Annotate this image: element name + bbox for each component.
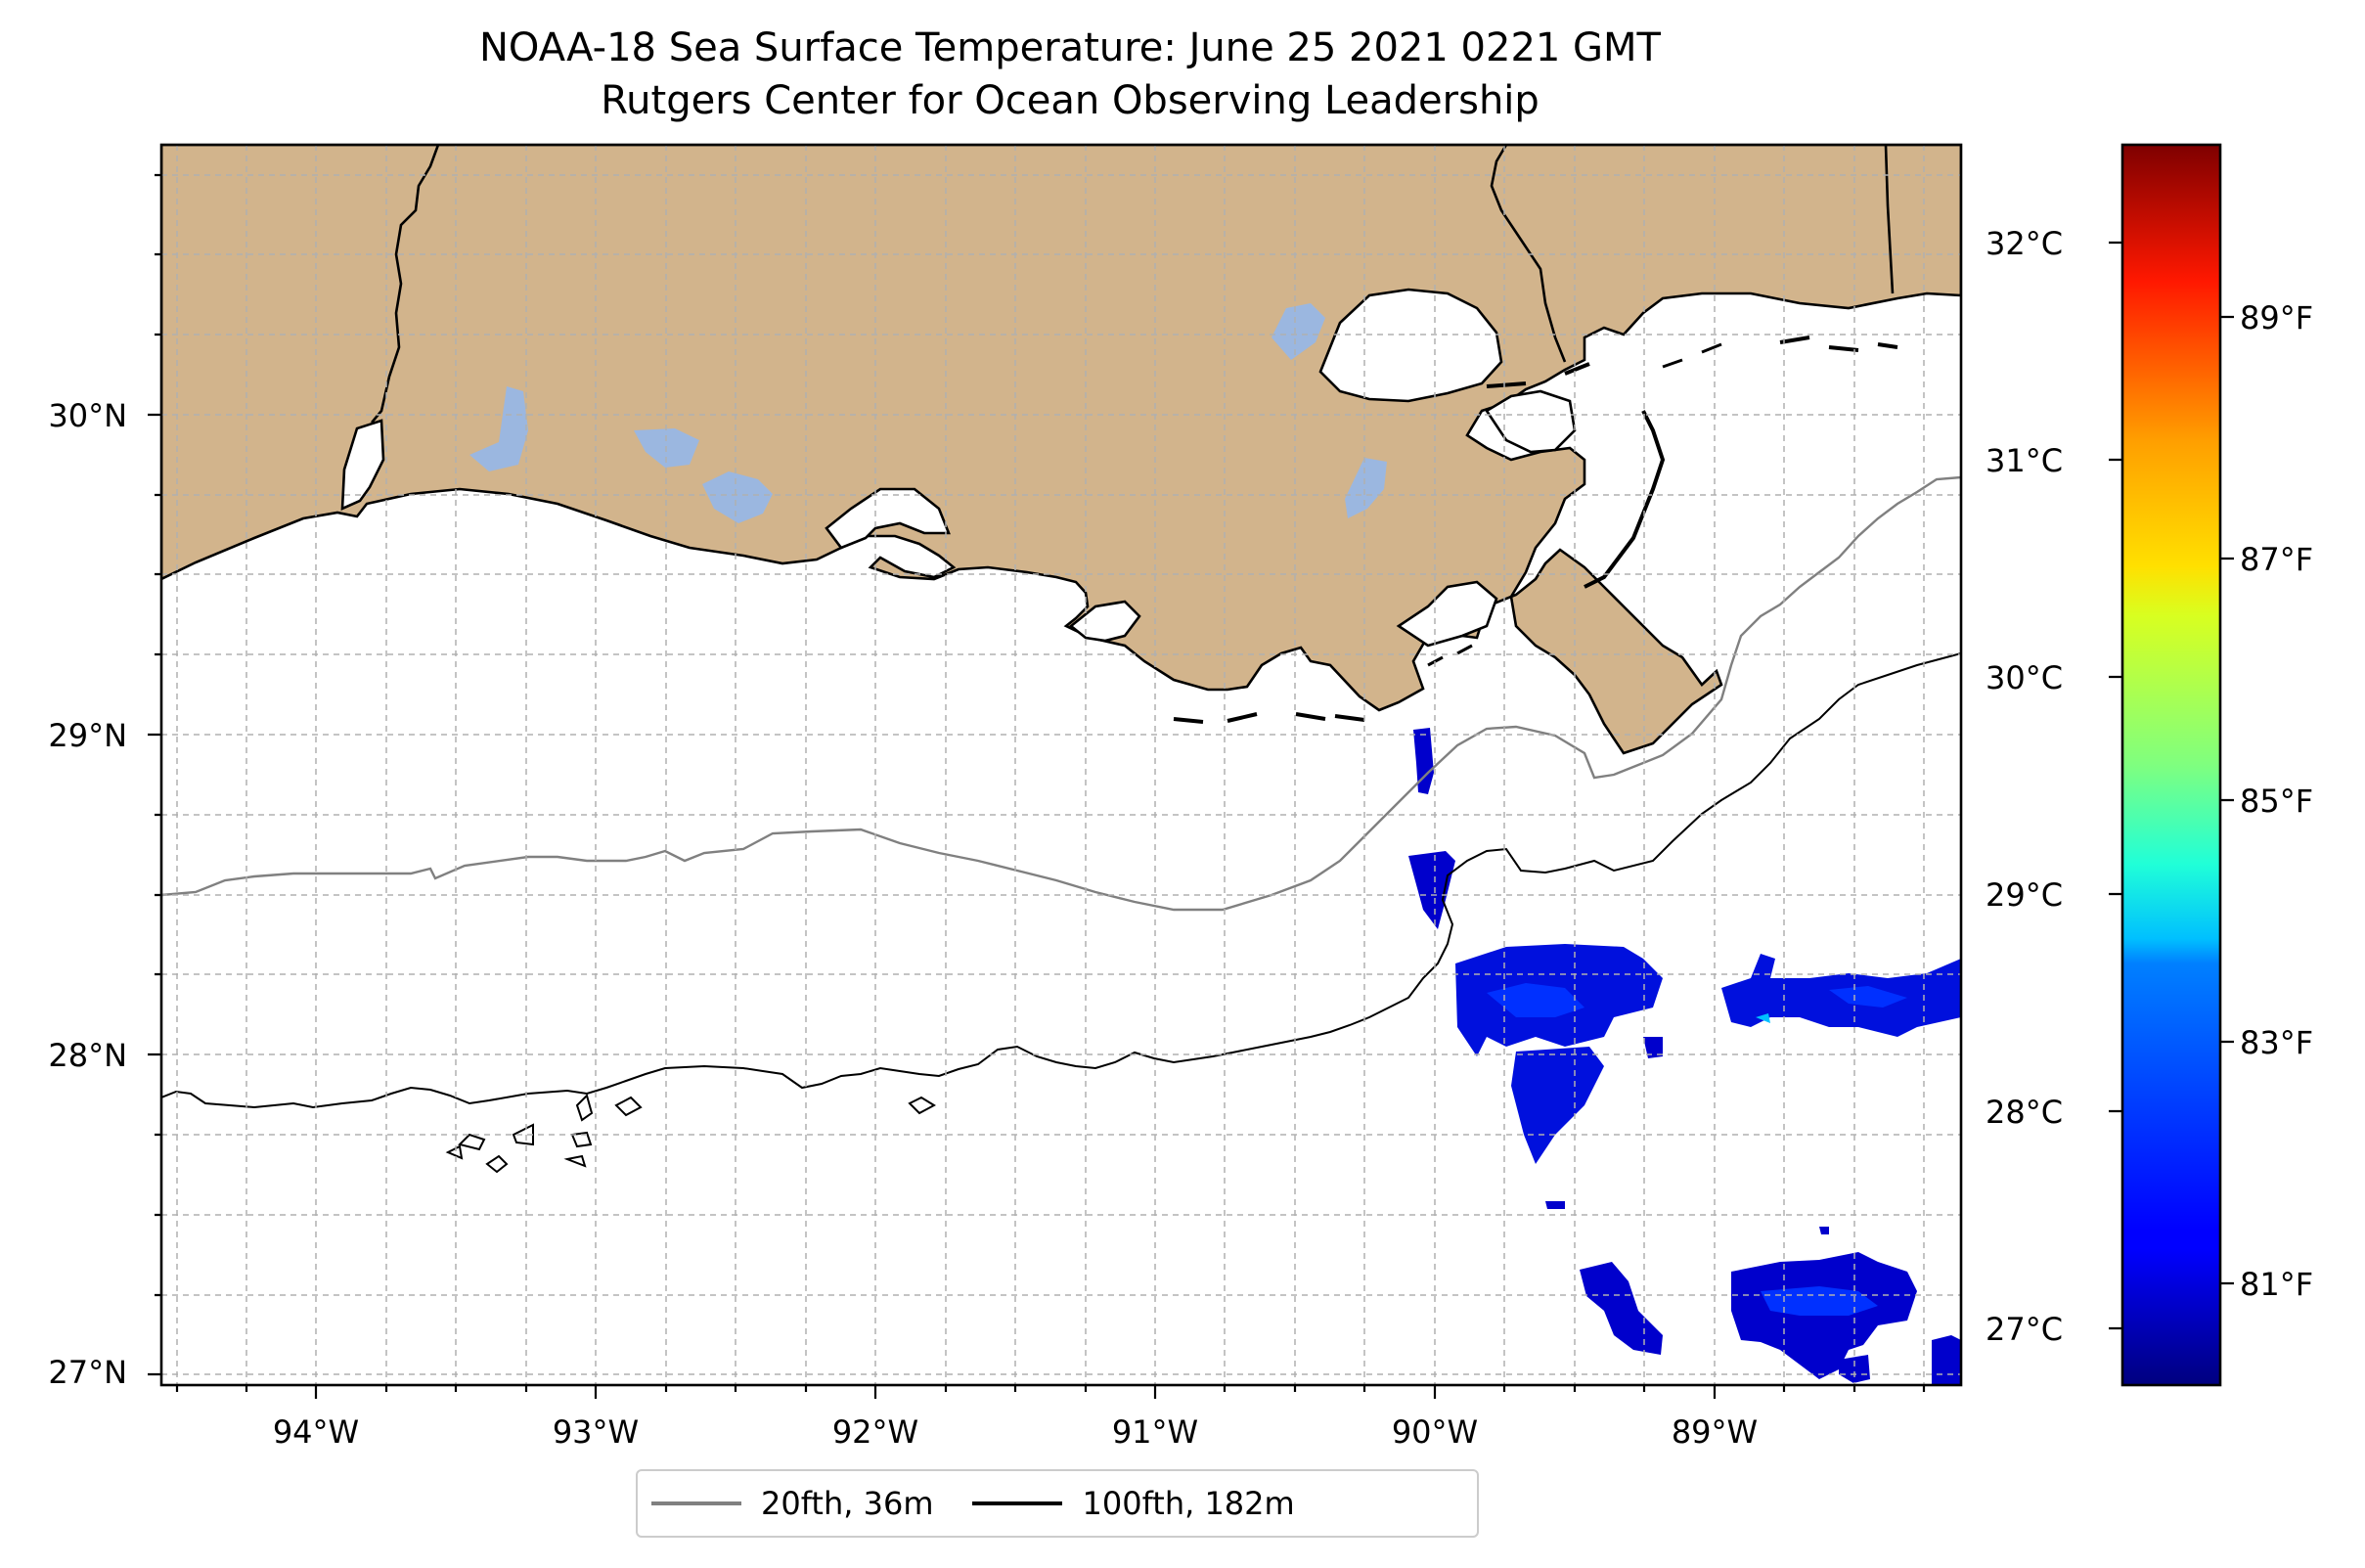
colorbar-celsius-label: 30°C — [1986, 659, 2064, 696]
colorbar-fahrenheit-label: 89°F — [2240, 299, 2314, 336]
state-border-west — [371, 145, 440, 424]
isobath-20fth — [161, 475, 1961, 912]
lon-tick-label: 94°W — [272, 1413, 360, 1451]
legend-line-black — [972, 1501, 1063, 1505]
inland-lake-4 — [1272, 303, 1325, 360]
inland-lake-3 — [702, 471, 773, 523]
lake-pontchartrain — [1318, 288, 1503, 403]
colorbar-celsius-label: 32°C — [1986, 225, 2064, 262]
colorbar-fahrenheit-label: 85°F — [2240, 783, 2314, 820]
colorbar — [2120, 143, 2222, 1387]
lon-tick-label: 92°W — [831, 1413, 919, 1451]
inland-lake-1 — [469, 386, 528, 471]
lat-tick-label: 29°N — [48, 717, 127, 754]
colorbar-fahrenheit-label: 81°F — [2240, 1266, 2314, 1303]
lon-tick-label: 91°W — [1111, 1413, 1199, 1451]
chart-subtitle: Rutgers Center for Ocean Observing Leade… — [601, 78, 1539, 123]
inland-lake-5 — [1345, 458, 1387, 518]
bay-atchafalaya — [1068, 600, 1141, 643]
map-frame — [159, 143, 1963, 1387]
colorbar-celsius-label: 31°C — [1986, 442, 2064, 479]
lat-tick-label: 30°N — [48, 397, 127, 434]
state-border-east — [1490, 145, 1567, 363]
legend-label: 20fth, 36m — [761, 1485, 934, 1522]
state-border-ms-al — [1884, 145, 1895, 294]
lat-tick-label: 27°N — [48, 1354, 127, 1391]
lon-tick-label: 90°W — [1391, 1413, 1479, 1451]
lon-tick-label: 93°W — [552, 1413, 640, 1451]
lon-tick-label: 89°W — [1671, 1413, 1759, 1451]
legend: 20fth, 36m 100fth, 182m — [636, 1469, 1479, 1538]
lat-tick-label: 28°N — [48, 1037, 127, 1074]
colorbar-celsius-label: 28°C — [1986, 1094, 2064, 1131]
chart-title: NOAA-18 Sea Surface Temperature: June 25… — [478, 25, 1661, 70]
barrier-islands — [1173, 336, 1898, 724]
legend-line-gray — [651, 1501, 741, 1505]
colorbar-fahrenheit-label: 87°F — [2240, 541, 2314, 578]
sst-patches — [1408, 728, 1961, 1385]
shelf-islands — [445, 1094, 937, 1174]
colorbar-ticks — [2109, 241, 2234, 1330]
legend-item-100fth: 100fth, 182m — [972, 1485, 1295, 1522]
colorbar-fahrenheit-label: 83°F — [2240, 1024, 2314, 1061]
legend-item-20fth: 20fth, 36m — [651, 1485, 933, 1522]
colorbar-celsius-label: 29°C — [1986, 876, 2064, 914]
map-ticks — [148, 173, 1926, 1399]
colorbar-celsius-label: 27°C — [1986, 1311, 2064, 1348]
lake-calcasieu — [340, 419, 385, 512]
legend-label: 100fth, 182m — [1082, 1485, 1295, 1522]
isobath-100fth — [161, 652, 1961, 1109]
